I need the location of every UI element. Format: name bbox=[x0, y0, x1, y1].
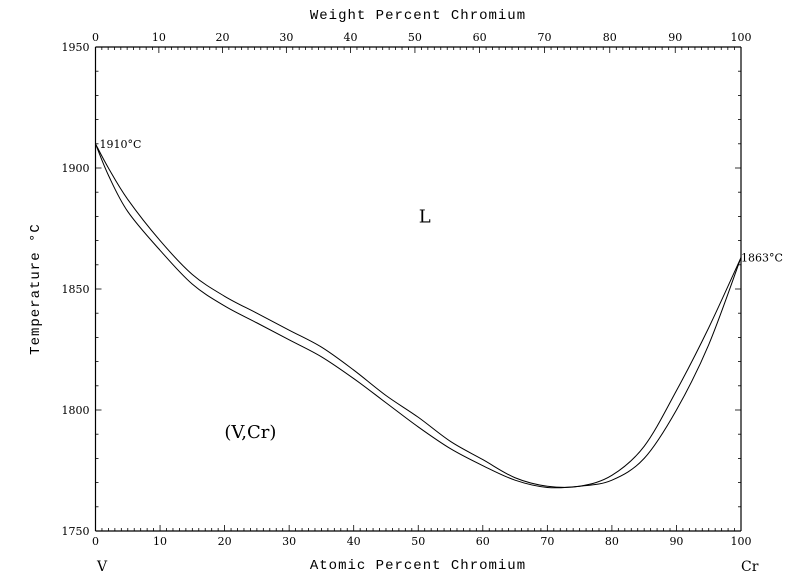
axes bbox=[94, 46, 742, 532]
x2-tick-label: 90 bbox=[668, 31, 682, 44]
solidus-curve bbox=[95, 143, 742, 489]
x-tick-label: 80 bbox=[605, 535, 619, 548]
end-label-v: V bbox=[96, 559, 108, 575]
y-tick-label: 1950 bbox=[62, 41, 90, 54]
liquidus-curve bbox=[95, 143, 742, 488]
phase-label: (V,Cr) bbox=[224, 422, 276, 443]
y-axis-title: Temperature °C bbox=[28, 223, 44, 355]
x-tick-label: 10 bbox=[153, 535, 167, 548]
x2-tick-label: 10 bbox=[152, 31, 166, 44]
melting-point-label: 1910°C bbox=[100, 138, 142, 151]
y-tick-label: 1750 bbox=[62, 525, 90, 538]
x2-tick-label: 100 bbox=[731, 31, 752, 44]
bottom-axis-title: Atomic Percent Chromium bbox=[310, 558, 526, 574]
x-tick-label: 100 bbox=[731, 535, 752, 548]
melting-point-label: 1863°C bbox=[741, 252, 783, 265]
x2-tick-label: 40 bbox=[344, 31, 358, 44]
y-tick-label: 1850 bbox=[62, 283, 90, 296]
x2-tick-label: 0 bbox=[92, 31, 99, 44]
y-tick-label: 1800 bbox=[62, 404, 90, 417]
x-tick-label: 60 bbox=[476, 535, 490, 548]
labels: Weight Percent Chromium Atomic Percent C… bbox=[28, 8, 783, 575]
end-label-cr: Cr bbox=[741, 559, 759, 575]
x2-tick-label: 30 bbox=[279, 31, 293, 44]
x-tick-label: 70 bbox=[540, 535, 554, 548]
top-axis-title: Weight Percent Chromium bbox=[310, 8, 526, 24]
x2-tick-label: 70 bbox=[538, 31, 552, 44]
x-tick-label: 0 bbox=[92, 535, 99, 548]
x-tick-label: 40 bbox=[347, 535, 361, 548]
x-tick-label: 20 bbox=[218, 535, 232, 548]
x-tick-label: 90 bbox=[669, 535, 683, 548]
x2-tick-label: 50 bbox=[408, 31, 422, 44]
x2-tick-label: 60 bbox=[473, 31, 487, 44]
x-tick-label: 30 bbox=[282, 535, 296, 548]
x2-tick-label: 80 bbox=[603, 31, 617, 44]
tick-labels: 0 10 20 30 40 50 60 70 80 90 100 0 10 20 30 40 50 60 70 80 9… bbox=[62, 31, 752, 548]
y-tick-label: 1900 bbox=[62, 162, 90, 175]
x2-tick-label: 20 bbox=[215, 31, 229, 44]
curves bbox=[95, 143, 742, 489]
phase-label: L bbox=[419, 206, 431, 227]
x-tick-label: 50 bbox=[411, 535, 425, 548]
